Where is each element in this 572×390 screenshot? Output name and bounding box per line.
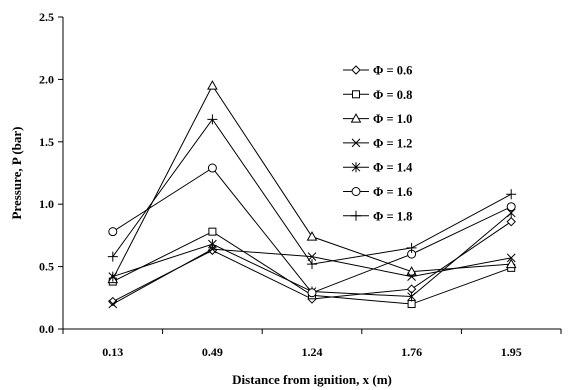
legend-marker: [351, 138, 361, 148]
data-point: [505, 258, 517, 269]
legend-label: Φ = 1.2: [373, 136, 412, 150]
data-point: [407, 272, 416, 281]
legend-marker: [351, 65, 361, 75]
y-tick-label: 1.5: [39, 135, 54, 149]
data-point: [307, 252, 317, 261]
data-point: [107, 251, 118, 262]
data-point: [208, 227, 217, 236]
data-point: [207, 80, 218, 90]
data-point: [108, 296, 118, 307]
legend-item: Φ = 1.4: [343, 161, 413, 175]
legend-item: Φ = 1.8: [343, 209, 412, 223]
data-point: [506, 216, 516, 227]
tick-labels: 0.0 0.5 1.0 1.5 2.0 2.5 0.13 0.49 1.24 1.76 1.95: [39, 10, 522, 359]
data-point: [307, 288, 317, 298]
x-tick-label: 1.24: [302, 345, 323, 359]
legend-marker: [351, 210, 361, 221]
legend-item: Φ = 1.2: [343, 136, 412, 150]
legend-marker: [351, 187, 361, 196]
legend-label: Φ = 1.0: [373, 112, 412, 126]
y-tick-label: 1.0: [39, 197, 54, 211]
series-layer: [107, 80, 517, 309]
series-3: [107, 80, 517, 284]
legend-label: Φ = 1.4: [373, 161, 413, 175]
legend-label: Φ = 1.6: [373, 185, 412, 199]
legend-item: Φ = 1.0: [343, 112, 412, 126]
y-tick-label: 2.5: [39, 10, 54, 24]
series-line: [112, 118, 512, 265]
data-point: [108, 299, 118, 309]
series-6: [108, 163, 516, 298]
series-line: [112, 84, 512, 280]
legend-marker: [352, 90, 360, 99]
data-point: [208, 239, 217, 250]
legend-item: Φ = 0.6: [343, 64, 412, 78]
data-point: [407, 300, 416, 309]
y-tick-label: 0.5: [39, 260, 54, 274]
x-tick-label: 1.95: [501, 345, 522, 359]
legend-item: Φ = 1.6: [343, 185, 412, 199]
y-tick-label: 0.0: [39, 322, 54, 336]
y-tick-label: 2.0: [39, 72, 54, 86]
series-line: [112, 212, 512, 298]
series-5: [108, 207, 516, 302]
x-axis-title: Distance from ignition, x (m): [232, 372, 392, 387]
data-point: [207, 163, 217, 173]
data-point: [506, 202, 516, 212]
data-point: [108, 227, 118, 237]
data-point: [406, 266, 417, 276]
legend: Φ = 0.6 Φ = 0.8 Φ = 1.0 Φ = 1.2 Φ = 1.4 Φ = 1…: [343, 64, 413, 223]
axes: [58, 16, 562, 334]
legend-marker: [351, 162, 361, 173]
x-tick-label: 0.49: [202, 345, 223, 359]
data-point: [306, 231, 318, 241]
data-point: [207, 114, 218, 125]
series-line: [112, 167, 512, 294]
x-tick-label: 1.76: [401, 345, 422, 359]
x-tick-label: 0.13: [102, 345, 123, 359]
legend-label: Φ = 0.6: [373, 64, 412, 78]
legend-label: Φ = 1.8: [373, 209, 412, 223]
data-point: [407, 291, 416, 302]
data-point: [108, 271, 118, 282]
data-point: [506, 253, 516, 263]
data-point: [307, 259, 317, 270]
legend-label: Φ = 0.8: [373, 88, 412, 102]
legend-marker: [350, 113, 362, 123]
data-point: [406, 242, 417, 253]
data-point: [506, 189, 517, 200]
series-7: [107, 114, 517, 270]
legend-item: Φ = 0.8: [343, 88, 412, 102]
y-axis-title: Pressure, P (bar): [9, 126, 24, 219]
